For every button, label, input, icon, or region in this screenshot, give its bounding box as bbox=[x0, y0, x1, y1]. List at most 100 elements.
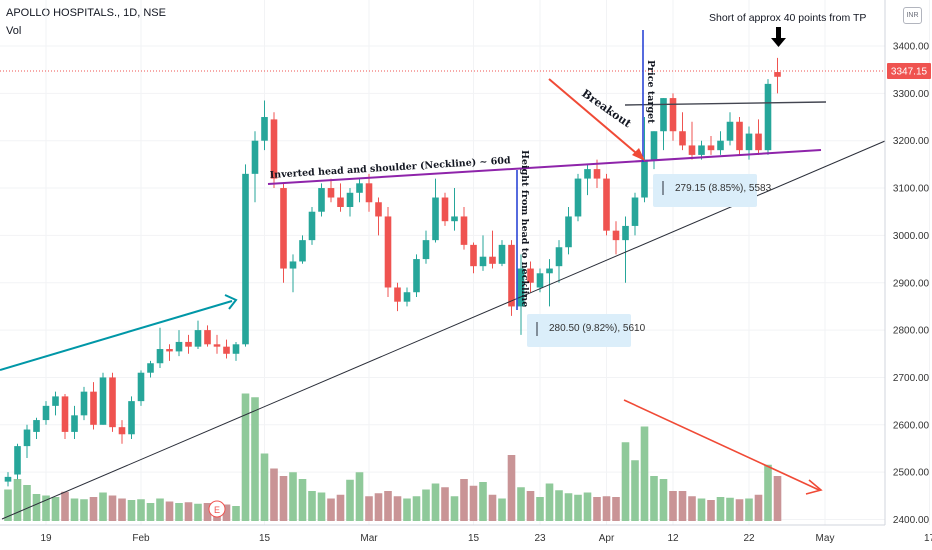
candle-body bbox=[204, 330, 211, 345]
candle-body bbox=[118, 427, 126, 435]
candle-body bbox=[289, 261, 297, 269]
x-tick-label: Apr bbox=[599, 533, 615, 544]
volume-bar bbox=[431, 483, 440, 521]
candle-body bbox=[470, 244, 477, 267]
volume-bar bbox=[488, 494, 497, 521]
y-tick-label: 2700.00 bbox=[893, 373, 930, 384]
volume-bar bbox=[479, 482, 487, 521]
x-tick-label: May bbox=[816, 533, 835, 544]
x-tick-label: 23 bbox=[534, 533, 546, 544]
candle-body bbox=[574, 178, 582, 217]
volume-bar bbox=[555, 490, 563, 521]
volume-bar bbox=[374, 493, 383, 521]
volume-bar bbox=[412, 496, 421, 521]
volume-bar bbox=[688, 496, 696, 521]
volume-bar bbox=[441, 487, 449, 521]
candle-body bbox=[299, 240, 306, 262]
candle-body bbox=[517, 268, 525, 307]
candle-body bbox=[365, 183, 373, 203]
breakout-arrowhead bbox=[632, 148, 645, 161]
candle-body bbox=[641, 159, 648, 198]
volume-bar bbox=[165, 501, 174, 521]
candle-body bbox=[764, 83, 772, 151]
candle-body bbox=[14, 446, 21, 475]
volume-bar bbox=[564, 493, 573, 521]
volume-bar bbox=[602, 496, 611, 521]
candle-body bbox=[498, 244, 506, 264]
volume-bar bbox=[175, 503, 183, 521]
earnings-badge-label: E bbox=[214, 505, 220, 515]
candle-body bbox=[536, 273, 544, 288]
candle-body bbox=[413, 259, 420, 293]
volume-bar bbox=[203, 503, 212, 521]
x-tick-label: 15 bbox=[259, 533, 271, 544]
candle-body bbox=[251, 140, 259, 174]
volume-bar bbox=[298, 479, 307, 521]
volume-bar bbox=[735, 499, 744, 521]
volume-bar bbox=[469, 485, 478, 521]
candle-body bbox=[232, 344, 240, 354]
volume-bar bbox=[393, 496, 402, 521]
candle-body bbox=[755, 133, 762, 151]
currency-badge[interactable]: INR bbox=[903, 7, 922, 24]
volume-bar bbox=[232, 506, 240, 521]
volume-bar bbox=[241, 393, 250, 521]
y-tick-label: 2800.00 bbox=[893, 326, 930, 337]
candle-body bbox=[593, 169, 601, 179]
volume-bar bbox=[536, 497, 544, 521]
volume-bar bbox=[707, 500, 715, 521]
breakout-arrow-line bbox=[548, 78, 643, 159]
candle-body bbox=[631, 197, 639, 226]
volume-bar bbox=[42, 495, 50, 521]
candle-body bbox=[270, 119, 278, 179]
volume-bar bbox=[422, 489, 430, 521]
volume-bar bbox=[650, 476, 658, 521]
volume-bar bbox=[80, 499, 88, 521]
volume-bar bbox=[403, 498, 411, 521]
volume-bar bbox=[526, 491, 535, 521]
volume-bar bbox=[659, 479, 668, 521]
candle-body bbox=[394, 287, 401, 302]
candle-body bbox=[726, 121, 734, 141]
candle-body bbox=[688, 145, 696, 155]
candle-body bbox=[33, 420, 40, 432]
volume-bar bbox=[70, 498, 79, 521]
candle-body bbox=[717, 140, 724, 151]
candle-body bbox=[698, 145, 705, 155]
candle-body bbox=[242, 173, 249, 345]
y-tick-label: 3000.00 bbox=[893, 231, 930, 242]
measure-label-1: 280.50 (9.82%), 5610 bbox=[549, 323, 646, 334]
measure-box-2 bbox=[653, 174, 757, 207]
volume-bar bbox=[545, 483, 554, 521]
price-target-label: Price target bbox=[645, 60, 656, 124]
volume-bar bbox=[260, 453, 269, 521]
measure-box-1 bbox=[527, 314, 631, 347]
volume-bar bbox=[127, 500, 136, 521]
x-tick-label: 17 bbox=[924, 533, 932, 544]
candle-body bbox=[42, 405, 50, 421]
volume-bar bbox=[574, 494, 582, 521]
volume-bar bbox=[289, 472, 297, 521]
volume-bar bbox=[4, 489, 12, 521]
candle-body bbox=[479, 256, 487, 267]
candle-body bbox=[185, 341, 192, 347]
candle-body bbox=[261, 117, 268, 141]
candle-body bbox=[147, 363, 154, 373]
volume-bar bbox=[327, 498, 335, 521]
candle-body bbox=[327, 188, 335, 198]
volume-bar bbox=[621, 442, 630, 521]
last-price-label: 3347.15 bbox=[891, 67, 928, 78]
candle-body bbox=[4, 476, 12, 482]
candle-body bbox=[745, 133, 753, 151]
volume-bar bbox=[336, 494, 345, 521]
candle-body bbox=[679, 131, 686, 146]
candle-body bbox=[622, 225, 629, 241]
candle-body bbox=[61, 396, 69, 432]
tp-note: Short of approx 40 points from TP bbox=[709, 12, 866, 24]
volume-bar bbox=[640, 426, 649, 521]
candle-body bbox=[432, 197, 439, 241]
volume-bar bbox=[450, 496, 459, 521]
candle-body bbox=[660, 98, 667, 132]
volume-bar bbox=[156, 498, 164, 521]
